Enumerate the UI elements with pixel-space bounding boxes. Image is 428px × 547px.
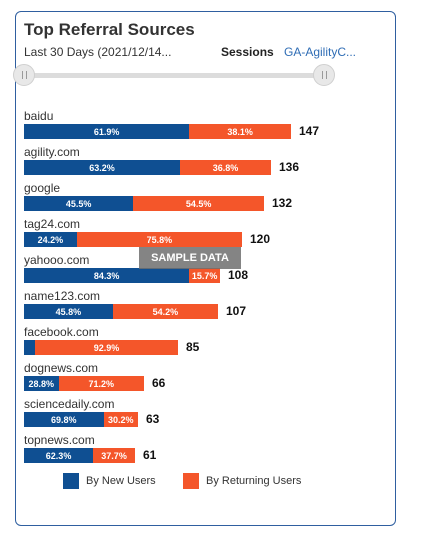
bar-segment-new-users[interactable]: 69.8% — [24, 412, 104, 427]
bar-segment-returning-users[interactable]: 38.1% — [189, 124, 291, 139]
bar-category-label: sciencedaily.com — [24, 397, 115, 411]
bar-segment-new-users[interactable]: 61.9% — [24, 124, 190, 139]
stacked-bar[interactable]: 61.9% 38.1% — [24, 124, 291, 139]
date-range-label[interactable]: Last 30 Days (2021/12/14... — [24, 45, 172, 59]
bar-category-label: baidu — [24, 109, 54, 123]
bar-category-label: agility.com — [24, 145, 80, 159]
bar-category-label: yahooo.com — [24, 253, 90, 267]
bar-segment-new-users[interactable] — [24, 340, 35, 355]
legend-new-users[interactable]: By New Users — [63, 473, 156, 489]
sample-data-watermark: SAMPLE DATA — [139, 247, 241, 269]
bar-category-label: google — [24, 181, 61, 195]
stacked-bar[interactable]: 84.3% 15.7% — [24, 268, 220, 283]
bar-category-label: name123.com — [24, 289, 101, 303]
stacked-bar[interactable]: 92.9% — [24, 340, 178, 355]
stacked-bar[interactable]: 28.8% 71.2% — [24, 376, 144, 391]
legend-label-new: By New Users — [86, 475, 156, 487]
bar-total-value: 66 — [152, 376, 166, 390]
bar-segment-new-users[interactable]: 63.2% — [24, 160, 181, 175]
legend-swatch-returning — [183, 473, 199, 489]
bar-segment-returning-users[interactable]: 92.9% — [34, 340, 178, 355]
bar-segment-new-users[interactable]: 28.8% — [24, 376, 59, 391]
bar-segment-new-users[interactable]: 62.3% — [24, 448, 94, 463]
bar-total-value: 85 — [186, 340, 200, 354]
bar-total-value: 107 — [226, 304, 247, 318]
bar-segment-new-users[interactable]: 24.2% — [24, 232, 77, 247]
bar-category-label: topnews.com — [24, 433, 95, 447]
bar-category-label: dognews.com — [24, 361, 99, 375]
bar-segment-returning-users[interactable]: 15.7% — [189, 268, 220, 283]
stacked-bar[interactable]: 45.5% 54.5% — [24, 196, 264, 211]
metric-label: Sessions — [221, 45, 274, 59]
bar-total-value: 61 — [143, 448, 157, 462]
bar-total-value: 120 — [250, 232, 271, 246]
bar-segment-returning-users[interactable]: 30.2% — [103, 412, 138, 427]
card-title: Top Referral Sources — [24, 20, 195, 39]
bar-segment-returning-users[interactable]: 36.8% — [180, 160, 271, 175]
range-slider-track[interactable] — [22, 73, 325, 78]
bar-category-label: tag24.com — [24, 217, 81, 231]
bar-segment-returning-users[interactable]: 54.2% — [112, 304, 218, 319]
bar-segment-new-users[interactable]: 45.5% — [24, 196, 134, 211]
bar-segment-returning-users[interactable]: 71.2% — [58, 376, 144, 391]
account-link[interactable]: GA-AgilityC... — [284, 45, 357, 59]
range-slider-right-handle[interactable] — [313, 64, 335, 86]
bar-total-value: 108 — [228, 268, 249, 282]
stacked-bar[interactable]: 45.8% 54.2% — [24, 304, 218, 319]
legend-label-returning: By Returning Users — [206, 475, 302, 487]
legend-returning-users[interactable]: By Returning Users — [183, 473, 301, 489]
stacked-bar[interactable]: 69.8% 30.2% — [24, 412, 138, 427]
stacked-bar[interactable]: 24.2% 75.8% — [24, 232, 242, 247]
bar-segment-returning-users[interactable]: 54.5% — [133, 196, 264, 211]
range-slider-left-handle[interactable] — [13, 64, 35, 86]
bar-total-value: 63 — [146, 412, 160, 426]
bar-total-value: 132 — [272, 196, 293, 210]
bar-category-label: facebook.com — [24, 325, 99, 339]
bar-segment-returning-users[interactable]: 75.8% — [76, 232, 242, 247]
stacked-bar[interactable]: 63.2% 36.8% — [24, 160, 271, 175]
bar-segment-returning-users[interactable]: 37.7% — [93, 448, 135, 463]
bar-segment-new-users[interactable]: 45.8% — [24, 304, 113, 319]
stacked-bar[interactable]: 62.3% 37.7% — [24, 448, 135, 463]
bar-segment-new-users[interactable]: 84.3% — [24, 268, 190, 283]
bar-total-value: 147 — [299, 124, 320, 138]
bar-total-value: 136 — [279, 160, 300, 174]
legend-swatch-new — [63, 473, 79, 489]
